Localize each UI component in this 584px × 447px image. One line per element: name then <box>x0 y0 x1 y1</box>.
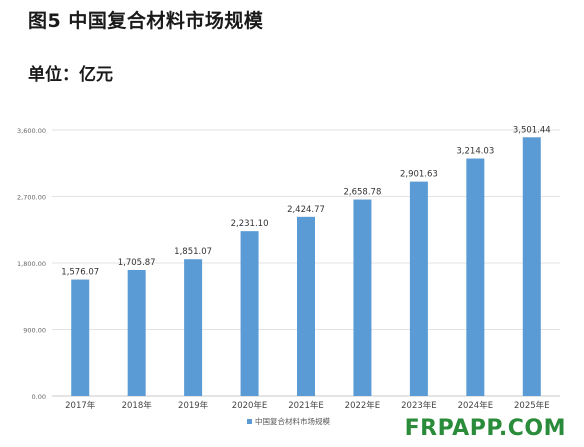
data-label: 2,901.63 <box>400 170 438 180</box>
bar <box>71 279 90 396</box>
bar <box>240 231 259 396</box>
bar <box>184 259 203 396</box>
x-tick-label: 2018年 <box>122 400 153 411</box>
x-tick-label: 2021年E <box>288 400 324 411</box>
x-tick-label: 2024年E <box>458 400 494 411</box>
bar <box>127 269 146 396</box>
bar <box>522 137 541 397</box>
data-label: 2,424.77 <box>287 205 325 215</box>
bar <box>409 181 428 396</box>
bar <box>466 158 485 396</box>
data-label: 3,214.03 <box>456 147 494 157</box>
data-label: 1,705.87 <box>118 258 156 268</box>
x-tick-label: 2019年 <box>178 400 209 411</box>
y-tick-label: 1,800.00 <box>17 260 46 268</box>
legend-swatch <box>247 419 252 424</box>
data-label: 2,231.10 <box>231 219 269 229</box>
watermark: FRPAPP.COM <box>404 416 566 441</box>
legend-label: 中国复合材料市场规模 <box>255 416 330 426</box>
bar <box>297 216 315 396</box>
y-tick-label: 0.00 <box>32 393 46 401</box>
data-label: 1,851.07 <box>174 247 212 257</box>
y-tick-label: 2,700.00 <box>17 194 46 202</box>
y-tick-label: 900.00 <box>23 327 46 335</box>
x-tick-label: 2022年E <box>345 400 381 411</box>
figure-title: 图5 中国复合材料市场规模 <box>28 10 264 32</box>
data-label: 1,576.07 <box>61 268 99 278</box>
x-tick-label: 2017年 <box>65 400 96 411</box>
x-tick-label: 2025年E <box>514 400 550 411</box>
unit-label: 单位：亿元 <box>28 65 113 85</box>
data-label: 2,658.78 <box>344 188 382 198</box>
bar <box>353 199 372 396</box>
x-tick-label: 2023年E <box>401 400 437 411</box>
x-tick-label: 2020年E <box>232 400 268 411</box>
y-tick-label: 3,600.00 <box>17 127 46 135</box>
data-label: 3,501.44 <box>513 125 551 135</box>
